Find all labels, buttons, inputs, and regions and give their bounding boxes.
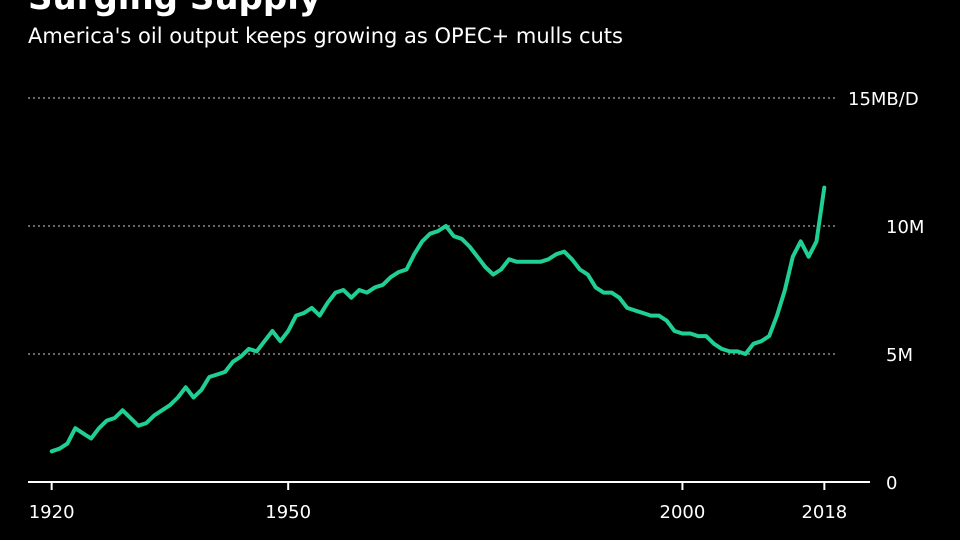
x-tick-label: 2000 bbox=[660, 502, 706, 523]
x-tick-label: 1950 bbox=[265, 502, 311, 523]
x-tick-label: 1920 bbox=[29, 502, 75, 523]
chart-subtitle: America's oil output keeps growing as OP… bbox=[28, 24, 623, 48]
y-axis-labels: 15MB/D 10M 5M 0 bbox=[848, 89, 924, 494]
y-tick-label: 15MB/D bbox=[848, 89, 919, 110]
gridlines bbox=[28, 97, 838, 355]
y-tick-label: 10M bbox=[886, 217, 924, 238]
x-axis bbox=[28, 481, 870, 490]
x-tick-label: 2018 bbox=[801, 502, 847, 523]
series-line bbox=[49, 185, 827, 454]
chart-title: Surging Supply bbox=[28, 0, 321, 18]
y-tick-label: 5M bbox=[886, 345, 913, 366]
x-axis-labels: 1920 1950 2000 2018 bbox=[29, 502, 848, 523]
series-lines bbox=[49, 185, 827, 454]
y-tick-label: 0 bbox=[886, 473, 897, 494]
